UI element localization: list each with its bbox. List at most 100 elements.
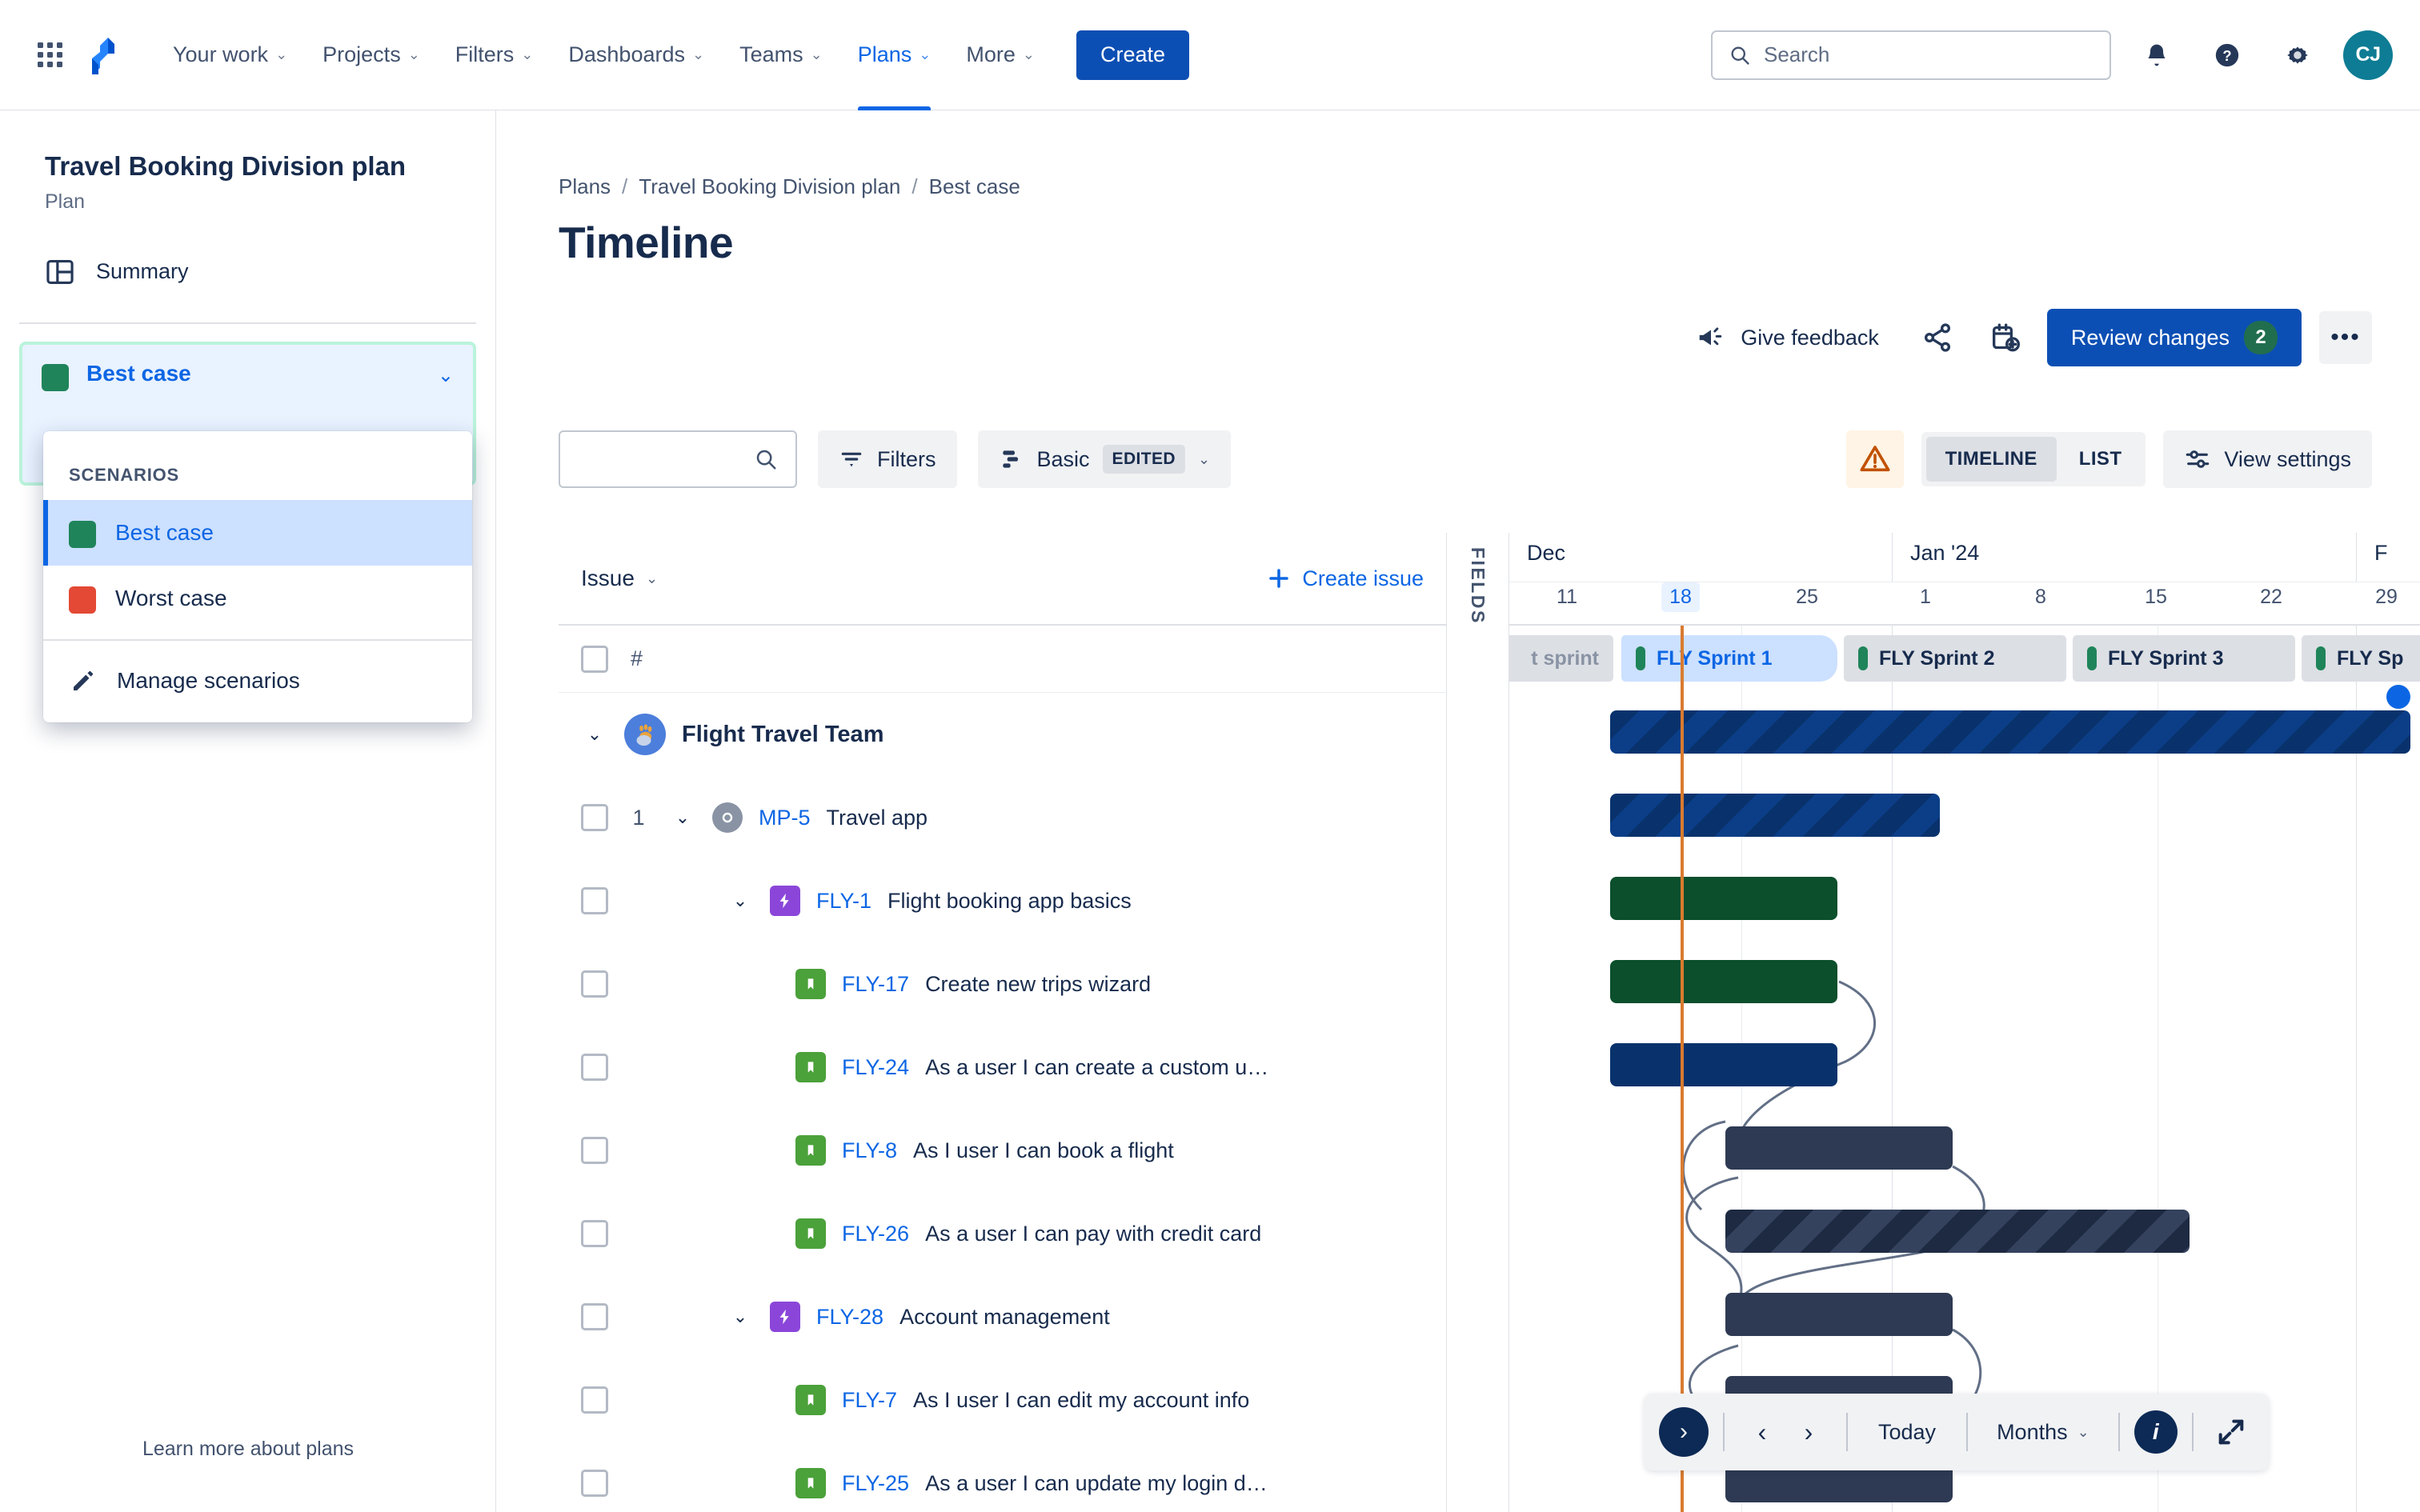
- issue-key[interactable]: FLY-24: [842, 1054, 910, 1079]
- nav-item-teams[interactable]: Teams ⌄: [722, 0, 840, 110]
- search-icon: [1731, 46, 1749, 65]
- row-checkbox[interactable]: [581, 887, 608, 914]
- expand-icon[interactable]: [2208, 1409, 2254, 1455]
- issue-search-input[interactable]: [559, 430, 797, 488]
- chevron-down-icon: ⌄: [521, 46, 534, 62]
- more-actions-button[interactable]: •••: [2319, 311, 2372, 364]
- expand-toggle[interactable]: ⌄: [732, 890, 748, 910]
- settings-icon[interactable]: [2273, 30, 2322, 80]
- zoom-level-select[interactable]: Months ⌄: [1982, 1420, 2104, 1445]
- expand-toggle[interactable]: ⌄: [732, 1306, 748, 1326]
- filters-button[interactable]: Filters: [818, 430, 957, 488]
- row-checkbox[interactable]: [581, 970, 608, 998]
- table-row-fly-1[interactable]: ⌄ FLY-1 Flight booking app basics: [559, 859, 1446, 942]
- table-row-fly-24[interactable]: FLY-24 As a user I can create a custom u…: [559, 1026, 1446, 1109]
- manage-scenarios-item[interactable]: Manage scenarios: [43, 649, 472, 713]
- issue-key[interactable]: FLY-25: [842, 1470, 910, 1495]
- timeline-bar-fly-24[interactable]: [1610, 960, 1837, 1003]
- row-checkbox[interactable]: [581, 804, 608, 831]
- nav-item-filters[interactable]: Filters ⌄: [438, 0, 551, 110]
- expand-toggle[interactable]: ⌄: [587, 724, 603, 744]
- review-changes-button[interactable]: Review changes 2: [2046, 309, 2302, 366]
- timeline-bar-fly-26[interactable]: [1725, 1126, 1953, 1170]
- timeline-bar-fly-8[interactable]: [1610, 1043, 1837, 1086]
- create-issue-button[interactable]: Create issue: [1267, 566, 1424, 591]
- nav-item-plans[interactable]: Plans ⌄: [840, 0, 949, 110]
- sidebar-item-summary[interactable]: Summary: [19, 246, 476, 298]
- give-feedback-button[interactable]: Give feedback: [1680, 311, 1895, 364]
- row-checkbox[interactable]: [581, 1220, 608, 1247]
- month-label: Jan '24: [1892, 533, 2356, 582]
- table-row-fly-7[interactable]: FLY-7 As I user I can edit my account in…: [559, 1358, 1446, 1442]
- sprint-pill-fly-sprint-2[interactable]: FLY Sprint 2: [1844, 635, 2066, 682]
- timeline-bar-fly-17[interactable]: [1610, 877, 1837, 920]
- chevron-down-icon: ⌄: [2077, 1423, 2089, 1440]
- timeline-bar-fly-28[interactable]: [1725, 1210, 2190, 1253]
- timeline-bar-fly-7[interactable]: [1725, 1293, 1953, 1336]
- hierarchy-icon: [1002, 450, 1018, 468]
- table-row-fly-17[interactable]: FLY-17 Create new trips wizard: [559, 942, 1446, 1026]
- issue-key[interactable]: FLY-28: [816, 1304, 884, 1329]
- scenario-menu-heading: SCENARIOS: [69, 464, 179, 485]
- learn-more-link[interactable]: Learn more about plans: [142, 1438, 355, 1460]
- create-button[interactable]: Create: [1076, 30, 1189, 80]
- nav-item-your-work[interactable]: Your work ⌄: [155, 0, 305, 110]
- timeline-bar-mp-5[interactable]: [1610, 710, 2410, 754]
- table-row-mp-5[interactable]: 1 ⌄ MP-5 Travel app: [559, 776, 1446, 859]
- view-mode-button[interactable]: Basic EDITED ⌄: [977, 430, 1232, 488]
- scenario-option-worst-case[interactable]: Worst case: [43, 566, 472, 631]
- issue-key[interactable]: FLY-26: [842, 1221, 910, 1246]
- next-period-button[interactable]: ›: [1804, 1417, 1813, 1446]
- scenario-option-best-case[interactable]: Best case: [43, 499, 472, 566]
- nav-item-projects[interactable]: Projects ⌄: [305, 0, 438, 110]
- share-icon[interactable]: [1913, 313, 1962, 362]
- view-settings-button[interactable]: View settings: [2163, 430, 2372, 488]
- row-checkbox[interactable]: [581, 1470, 608, 1497]
- table-row-team[interactable]: ⌄ Flight Travel Team: [559, 693, 1446, 776]
- fields-rail[interactable]: FIELDS: [1447, 533, 1509, 1512]
- issue-key[interactable]: FLY-17: [842, 971, 910, 996]
- table-row-fly-25[interactable]: FLY-25 As a user I can update my login d…: [559, 1442, 1446, 1512]
- warnings-button[interactable]: [1845, 430, 1904, 488]
- today-button[interactable]: Today: [1878, 1419, 1937, 1444]
- add-to-calendar-icon[interactable]: [1980, 313, 2029, 362]
- previous-period-button[interactable]: ‹: [1757, 1417, 1767, 1446]
- row-checkbox[interactable]: [581, 1137, 608, 1164]
- sprint-pill-fly-sprint-3[interactable]: FLY Sprint 3: [2073, 635, 2295, 682]
- table-row-fly-8[interactable]: FLY-8 As I user I can book a flight: [559, 1109, 1446, 1192]
- issue-key[interactable]: FLY-8: [842, 1138, 898, 1162]
- row-checkbox[interactable]: [581, 1054, 608, 1081]
- megaphone-icon: [1700, 327, 1722, 346]
- nav-item-more[interactable]: More ⌄: [948, 0, 1052, 110]
- avatar[interactable]: CJ: [2343, 30, 2393, 80]
- info-icon[interactable]: i: [2134, 1410, 2178, 1454]
- tab-list[interactable]: LIST: [2078, 448, 2122, 470]
- breadcrumb-plans[interactable]: Plans: [559, 174, 611, 198]
- table-row-fly-28[interactable]: ⌄ FLY-28 Account management: [559, 1275, 1446, 1358]
- expand-toggle[interactable]: ⌄: [675, 807, 691, 827]
- issue-key[interactable]: FLY-7: [842, 1387, 898, 1412]
- app-switcher-icon[interactable]: [27, 33, 72, 78]
- story-type-icon: [795, 1218, 826, 1249]
- global-search-input[interactable]: Search: [1711, 30, 2111, 80]
- row-checkbox[interactable]: [581, 1303, 608, 1330]
- tab-timeline[interactable]: TIMELINE: [1925, 437, 2057, 482]
- issue-key[interactable]: FLY-1: [816, 888, 872, 913]
- breadcrumb-plan-name[interactable]: Travel Booking Division plan: [639, 174, 901, 198]
- jira-logo-icon[interactable]: [77, 33, 126, 78]
- breadcrumb-scenario[interactable]: Best case: [928, 174, 1020, 198]
- nav-item-dashboards[interactable]: Dashboards ⌄: [551, 0, 722, 110]
- chevron-right-circle-icon[interactable]: ›: [1659, 1407, 1709, 1457]
- row-checkbox[interactable]: [581, 1386, 608, 1414]
- notifications-icon[interactable]: [2132, 30, 2182, 80]
- day-tick: 22: [2260, 586, 2282, 608]
- select-all-checkbox[interactable]: [581, 645, 608, 673]
- sprint-pill-fly-sprint-1[interactable]: FLY Sprint 1: [1621, 635, 1837, 682]
- table-row-fly-26[interactable]: FLY-26 As a user I can pay with credit c…: [559, 1192, 1446, 1275]
- issue-key[interactable]: MP-5: [759, 805, 811, 830]
- help-icon[interactable]: ?: [2202, 30, 2252, 80]
- timeline-bar-fly-1[interactable]: [1610, 794, 1940, 837]
- issue-column-sort[interactable]: Issue ⌄: [581, 566, 658, 591]
- sprint-pill-truncated[interactable]: t sprint: [1509, 635, 1613, 682]
- sprint-pill-fly-sprint-4[interactable]: FLY Sp: [2302, 635, 2420, 682]
